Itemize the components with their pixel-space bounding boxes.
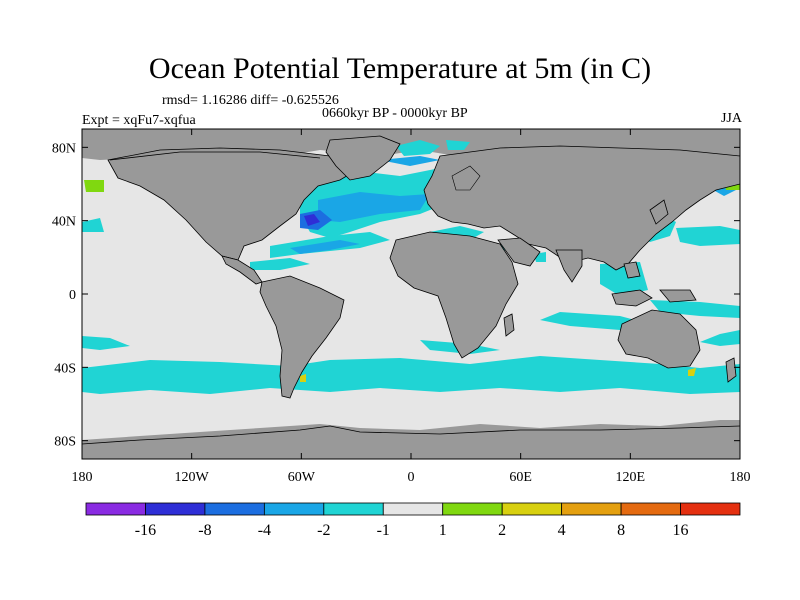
colorbar-swatch — [323, 502, 384, 516]
colorbar-label: 8 — [617, 522, 625, 539]
colorbar-swatch — [382, 502, 444, 516]
colorbar-swatch — [204, 502, 265, 516]
y-tick-label: 40N — [52, 215, 76, 230]
colorbar-label: 1 — [439, 522, 447, 539]
colorbar-swatch — [501, 502, 563, 516]
colorbar-swatch — [561, 502, 622, 516]
colorbar-label: -4 — [258, 522, 271, 539]
y-tick-label: 80N — [52, 141, 76, 156]
y-axis: 80N 40N 0 40S 80S — [52, 141, 740, 450]
colorbar-label: 16 — [673, 522, 689, 539]
colorbar: -16 -8 -4 -2 -1 1 2 4 8 16 — [85, 502, 741, 539]
x-tick-label: 60W — [288, 470, 316, 485]
anomaly-field — [82, 129, 740, 459]
season-label: JJA — [720, 111, 742, 126]
x-tick-label: 120E — [616, 470, 646, 485]
x-tick-label: 180 — [730, 470, 751, 485]
x-tick-label: 120W — [175, 470, 210, 485]
y-tick-label: 0 — [69, 288, 76, 303]
colorbar-label: -2 — [317, 522, 330, 539]
x-tick-label: 0 — [408, 470, 415, 485]
colorbar-label: -16 — [135, 522, 156, 539]
x-axis: 180 120W 60W 0 60E 120E 180 — [72, 129, 751, 485]
colorbar-swatch — [145, 502, 206, 516]
colorbar-swatch — [263, 502, 325, 516]
colorbar-label: -1 — [377, 522, 390, 539]
colorbar-swatch — [442, 502, 503, 516]
colorbar-label: 2 — [498, 522, 506, 539]
colorbar-label: -8 — [198, 522, 211, 539]
colorbar-swatch — [680, 502, 741, 516]
colorbar-swatch — [620, 502, 681, 516]
x-tick-label: 180 — [72, 470, 93, 485]
colorbar-swatch — [85, 502, 146, 516]
y-tick-label: 80S — [54, 435, 76, 450]
experiment-label: Expt = xqFu7-xqfua — [82, 113, 196, 128]
colorbar-label: 4 — [558, 522, 566, 539]
map-title: Ocean Potential Temperature at 5m (in C) — [148, 52, 652, 85]
stats-label: rmsd= 1.16286 diff= -0.625526 — [162, 93, 339, 108]
period-label: 0660kyr BP - 0000kyr BP — [322, 106, 468, 121]
x-tick-label: 60E — [509, 470, 532, 485]
y-tick-label: 40S — [54, 361, 76, 376]
